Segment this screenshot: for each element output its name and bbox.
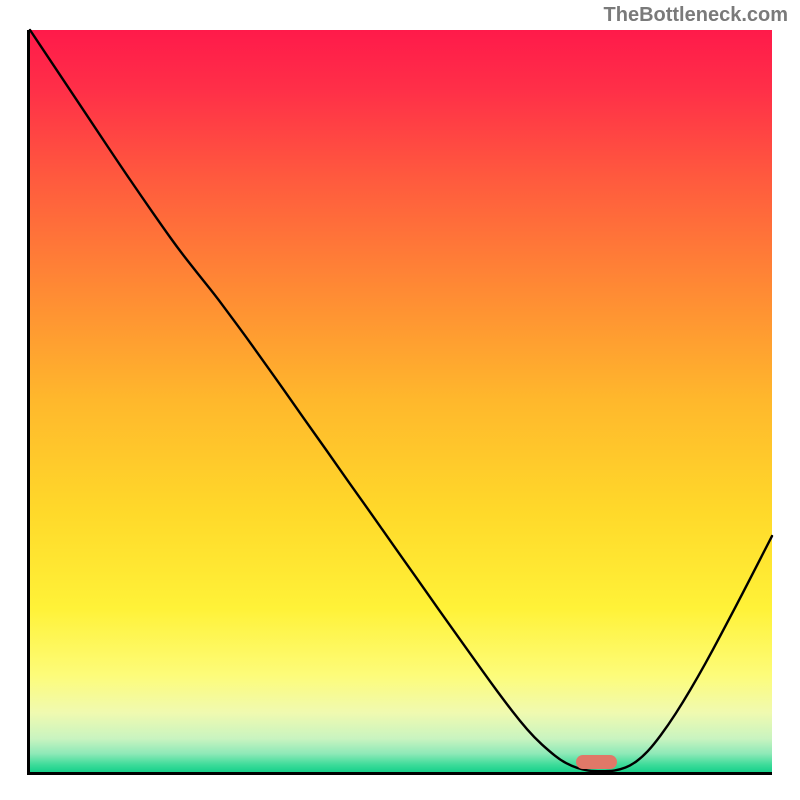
attribution-text: TheBottleneck.com bbox=[604, 4, 788, 27]
optimum-marker bbox=[576, 755, 617, 769]
bottleneck-curve bbox=[30, 30, 772, 772]
chart-container: TheBottleneck.com bbox=[0, 0, 800, 800]
x-axis bbox=[27, 772, 772, 775]
plot-area bbox=[30, 30, 772, 772]
y-axis bbox=[27, 30, 30, 775]
